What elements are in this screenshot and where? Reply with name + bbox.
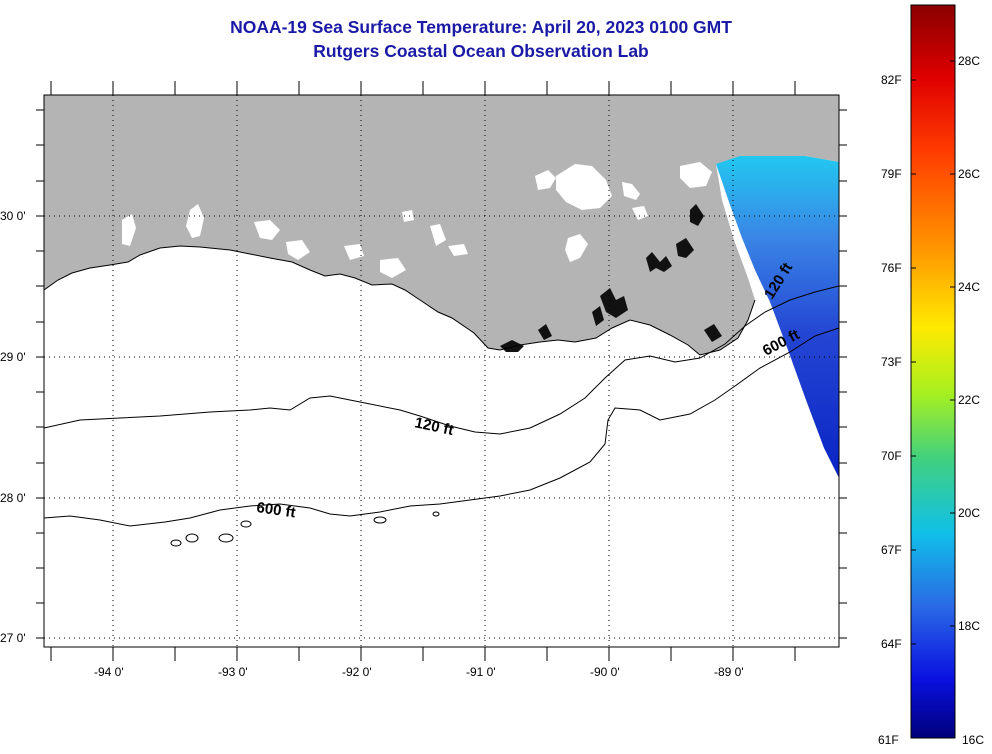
lat-label-29: 29 0' bbox=[0, 350, 26, 364]
graticule bbox=[44, 95, 839, 647]
colorbar-f-label: 73F bbox=[881, 355, 902, 369]
lon-label-92: -92 0' bbox=[342, 665, 372, 679]
lat-label-27: 27 0' bbox=[0, 631, 26, 645]
contour-label-600ft-west: 600 ft bbox=[255, 499, 296, 521]
lon-label-90: -90 0' bbox=[590, 665, 620, 679]
lake bbox=[186, 204, 204, 238]
lake bbox=[565, 234, 588, 262]
lake bbox=[448, 244, 468, 256]
lake bbox=[556, 164, 612, 210]
lake bbox=[122, 214, 136, 246]
colorbar-f-label: 76F bbox=[881, 261, 902, 275]
colorbar-c-label: 16C bbox=[962, 733, 984, 747]
lake bbox=[535, 170, 556, 190]
land-mass bbox=[44, 95, 839, 355]
colorbar-c-label: 22C bbox=[958, 393, 980, 407]
colorbar-c-label: 18C bbox=[958, 619, 980, 633]
colorbar-c-label: 26C bbox=[958, 167, 980, 181]
lake bbox=[680, 162, 712, 188]
lake bbox=[402, 210, 414, 222]
lake bbox=[380, 258, 406, 278]
lake bbox=[344, 244, 364, 260]
colorbar-f-label: 61F bbox=[878, 733, 899, 747]
lake bbox=[286, 240, 310, 260]
lon-label-91: -91 0' bbox=[466, 665, 496, 679]
lake bbox=[622, 182, 640, 200]
lake bbox=[254, 220, 280, 240]
lake bbox=[430, 224, 446, 246]
coastline bbox=[44, 245, 756, 356]
axis-ticks bbox=[36, 81, 847, 661]
colorbar-c-label: 20C bbox=[958, 506, 980, 520]
map-frame bbox=[43, 94, 840, 648]
map-title: NOAA-19 Sea Surface Temperature: April 2… bbox=[230, 17, 732, 37]
lon-label-94: -94 0' bbox=[94, 665, 124, 679]
contour-120ft bbox=[44, 285, 839, 435]
lat-label-30: 30 0' bbox=[0, 209, 26, 223]
colorbar-f-label: 67F bbox=[881, 543, 902, 557]
colorbar-f-label: 79F bbox=[881, 167, 902, 181]
delta-marsh bbox=[500, 204, 722, 352]
lon-label-93: -93 0' bbox=[218, 665, 248, 679]
colorbar-f-label: 82F bbox=[881, 73, 902, 87]
colorbar-ticks bbox=[911, 60, 955, 645]
lon-label-89: -89 0' bbox=[714, 665, 744, 679]
lat-label-28: 28 0' bbox=[0, 491, 26, 505]
colorbar-c-label: 24C bbox=[958, 280, 980, 294]
colorbar bbox=[910, 4, 956, 739]
colorbar-f-label: 70F bbox=[881, 449, 902, 463]
sst-swath bbox=[716, 156, 839, 478]
map-subtitle: Rutgers Coastal Ocean Observation Lab bbox=[313, 41, 649, 61]
colorbar-c-label: 28C bbox=[958, 54, 980, 68]
colorbar-f-label: 64F bbox=[881, 637, 902, 651]
